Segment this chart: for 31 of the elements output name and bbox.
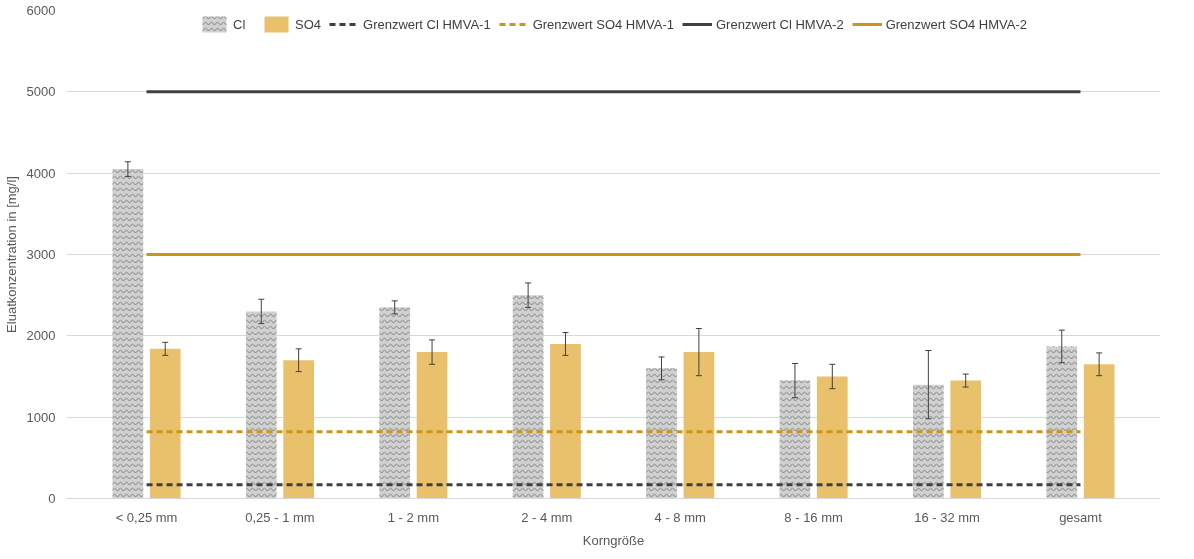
y-axis-title: Eluatkonzentration in [mg/l] bbox=[3, 176, 19, 333]
x-tick-label: gesamt bbox=[1059, 509, 1103, 525]
x-tick-label: < 0,25 mm bbox=[115, 509, 178, 525]
x-tick-label: 2 - 4 mm bbox=[521, 509, 573, 525]
bar bbox=[283, 360, 314, 499]
x-tick-label: 16 - 32 mm bbox=[914, 509, 980, 525]
bar bbox=[950, 380, 982, 499]
legend-label: SO4 bbox=[295, 16, 322, 32]
x-tick-label: 0,25 - 1 mm bbox=[245, 509, 315, 525]
x-tick-label: 4 - 8 mm bbox=[654, 509, 706, 525]
y-tick-label: 0 bbox=[48, 491, 56, 506]
y-tick-label: 5000 bbox=[26, 84, 56, 100]
legend-label: Grenzwert SO4 HMVA-2 bbox=[885, 16, 1027, 32]
legend-label: Cl bbox=[233, 16, 247, 32]
x-axis-title: Korngröße bbox=[582, 532, 645, 548]
legend-label: Grenzwert SO4 HMVA-1 bbox=[532, 16, 675, 32]
bar bbox=[550, 343, 581, 499]
y-tick-label: 1000 bbox=[26, 409, 56, 425]
bar bbox=[149, 348, 181, 499]
bar bbox=[1083, 364, 1115, 499]
y-tick-label: 2000 bbox=[26, 328, 56, 344]
legend-label: Grenzwert Cl HMVA-2 bbox=[716, 16, 844, 32]
x-tick-label: 1 - 2 mm bbox=[387, 509, 440, 525]
x-tick-label: 8 - 16 mm bbox=[784, 509, 843, 525]
bar bbox=[416, 352, 448, 499]
bar bbox=[683, 352, 715, 499]
y-tick-label: 4000 bbox=[26, 165, 56, 181]
y-tick-label: 3000 bbox=[26, 247, 56, 262]
y-tick-label: 6000 bbox=[26, 3, 56, 18]
bar bbox=[816, 376, 848, 499]
legend-label: Grenzwert Cl HMVA-1 bbox=[363, 16, 491, 32]
